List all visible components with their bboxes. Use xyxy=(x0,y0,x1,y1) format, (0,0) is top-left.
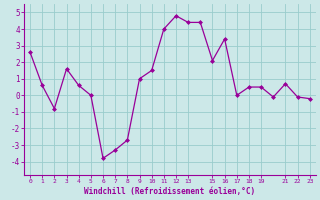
X-axis label: Windchill (Refroidissement éolien,°C): Windchill (Refroidissement éolien,°C) xyxy=(84,187,255,196)
